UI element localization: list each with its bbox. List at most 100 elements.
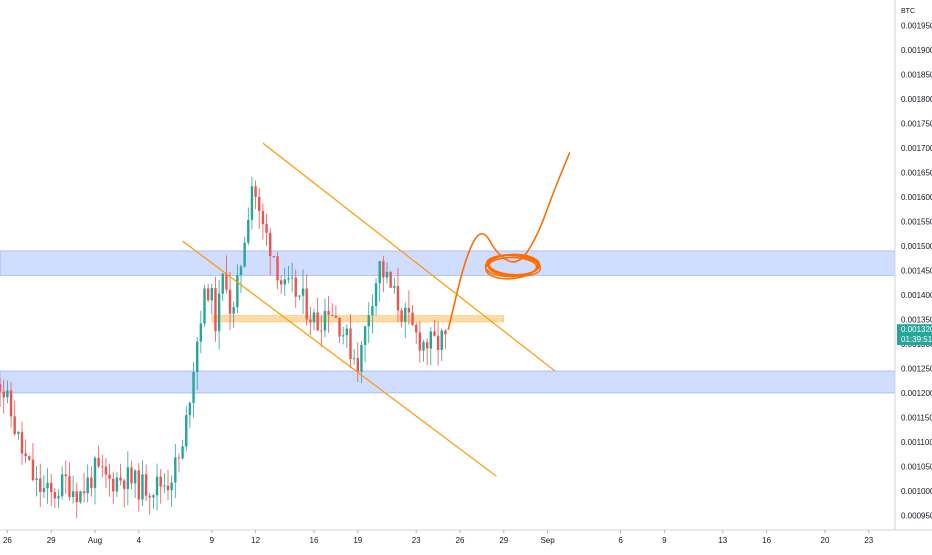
candle	[418, 321, 422, 363]
candle	[309, 306, 312, 336]
candle	[13, 400, 16, 437]
candle	[367, 302, 370, 344]
candle	[360, 341, 363, 384]
candle	[126, 451, 130, 506]
time-tick-label: 6	[618, 536, 623, 545]
candle	[206, 283, 210, 302]
price-tick-label: 0.001200	[901, 389, 932, 398]
price-axis-unit: BTC	[901, 8, 915, 15]
candle	[86, 464, 89, 503]
target-circle[interactable]	[484, 252, 542, 280]
time-tick-label: Aug	[88, 536, 102, 545]
candle	[411, 305, 414, 327]
candle	[53, 488, 57, 508]
candle	[97, 445, 100, 469]
candle	[217, 280, 221, 350]
price-tick-label: 0.001500	[901, 242, 932, 251]
price-tick-label: 0.001400	[901, 291, 932, 300]
price-tick-label: 0.001800	[901, 95, 932, 104]
candle	[79, 490, 82, 504]
candle	[57, 488, 60, 509]
candle	[363, 326, 367, 363]
candle	[393, 277, 396, 294]
candle	[378, 260, 381, 302]
lower-demand-zone[interactable]	[0, 370, 896, 394]
price-tick-label: 0.001850	[901, 71, 932, 80]
candle	[433, 319, 436, 337]
candle	[247, 207, 250, 246]
projection-path[interactable]	[447, 152, 571, 331]
last-price-tag: 0.001320 01:39:51	[897, 324, 932, 346]
candle	[228, 272, 232, 330]
candle	[404, 302, 407, 338]
candle	[269, 228, 272, 275]
price-tick-label: 0.000950	[901, 512, 932, 521]
candle	[42, 475, 46, 498]
price-tick-label: 0.001950	[901, 22, 932, 31]
candle	[196, 336, 199, 390]
price-tick-label: 0.001050	[901, 463, 932, 472]
candle	[166, 469, 170, 501]
candle	[188, 401, 192, 429]
candle	[17, 431, 20, 441]
candle	[141, 460, 144, 506]
last-price-value: 0.001320	[901, 325, 932, 334]
candle	[170, 475, 173, 507]
candle	[155, 463, 159, 511]
candle	[385, 262, 389, 284]
candle	[90, 466, 93, 497]
time-tick-label: 9	[662, 536, 667, 545]
candle	[181, 439, 184, 460]
upper-demand-zone[interactable]	[0, 250, 896, 276]
candle	[444, 329, 447, 349]
candle	[323, 298, 327, 338]
candle	[71, 475, 75, 504]
candle	[342, 326, 345, 345]
time-tick-label: 16	[762, 536, 771, 545]
candle	[148, 492, 151, 515]
time-tick-label: Sep	[540, 536, 555, 545]
candle	[415, 322, 418, 344]
candle	[276, 252, 279, 290]
candle	[298, 295, 301, 301]
candle	[152, 493, 155, 509]
candle	[6, 380, 9, 404]
time-tick-label: 12	[251, 536, 260, 545]
candle	[39, 463, 42, 508]
candle	[389, 270, 392, 289]
time-tick-label: 26	[456, 536, 465, 545]
orange-resistance-band[interactable]	[211, 315, 505, 323]
candle	[101, 454, 104, 478]
last-price-countdown: 01:39:51	[901, 335, 932, 344]
time-tick-label: 19	[353, 536, 362, 545]
candle	[159, 469, 162, 504]
candle	[46, 468, 49, 504]
candle	[31, 443, 35, 482]
candle	[137, 463, 140, 512]
candle	[177, 453, 181, 473]
price-tick-label: 0.001750	[901, 120, 932, 129]
candle	[396, 267, 400, 322]
candle	[254, 180, 257, 210]
candle	[356, 342, 359, 383]
candle	[429, 327, 432, 366]
price-tick-label: 0.001700	[901, 144, 932, 153]
candle	[20, 421, 24, 465]
candle	[199, 310, 203, 354]
time-tick-label: 29	[47, 536, 56, 545]
price-axis-ticks: 0.001950 0.001900 0.001850 0.001800 0.001750…	[901, 22, 932, 521]
candle	[258, 188, 261, 229]
candle	[331, 303, 334, 317]
candle	[400, 308, 403, 328]
time-tick-label: 29	[499, 536, 508, 545]
candle	[440, 328, 443, 362]
candle	[283, 267, 286, 297]
channel-lower-line[interactable]	[182, 240, 497, 477]
time-tick-label: 23	[864, 536, 873, 545]
channel-upper-line[interactable]	[262, 142, 556, 372]
drawings-layer	[182, 142, 571, 477]
candle	[119, 463, 122, 486]
